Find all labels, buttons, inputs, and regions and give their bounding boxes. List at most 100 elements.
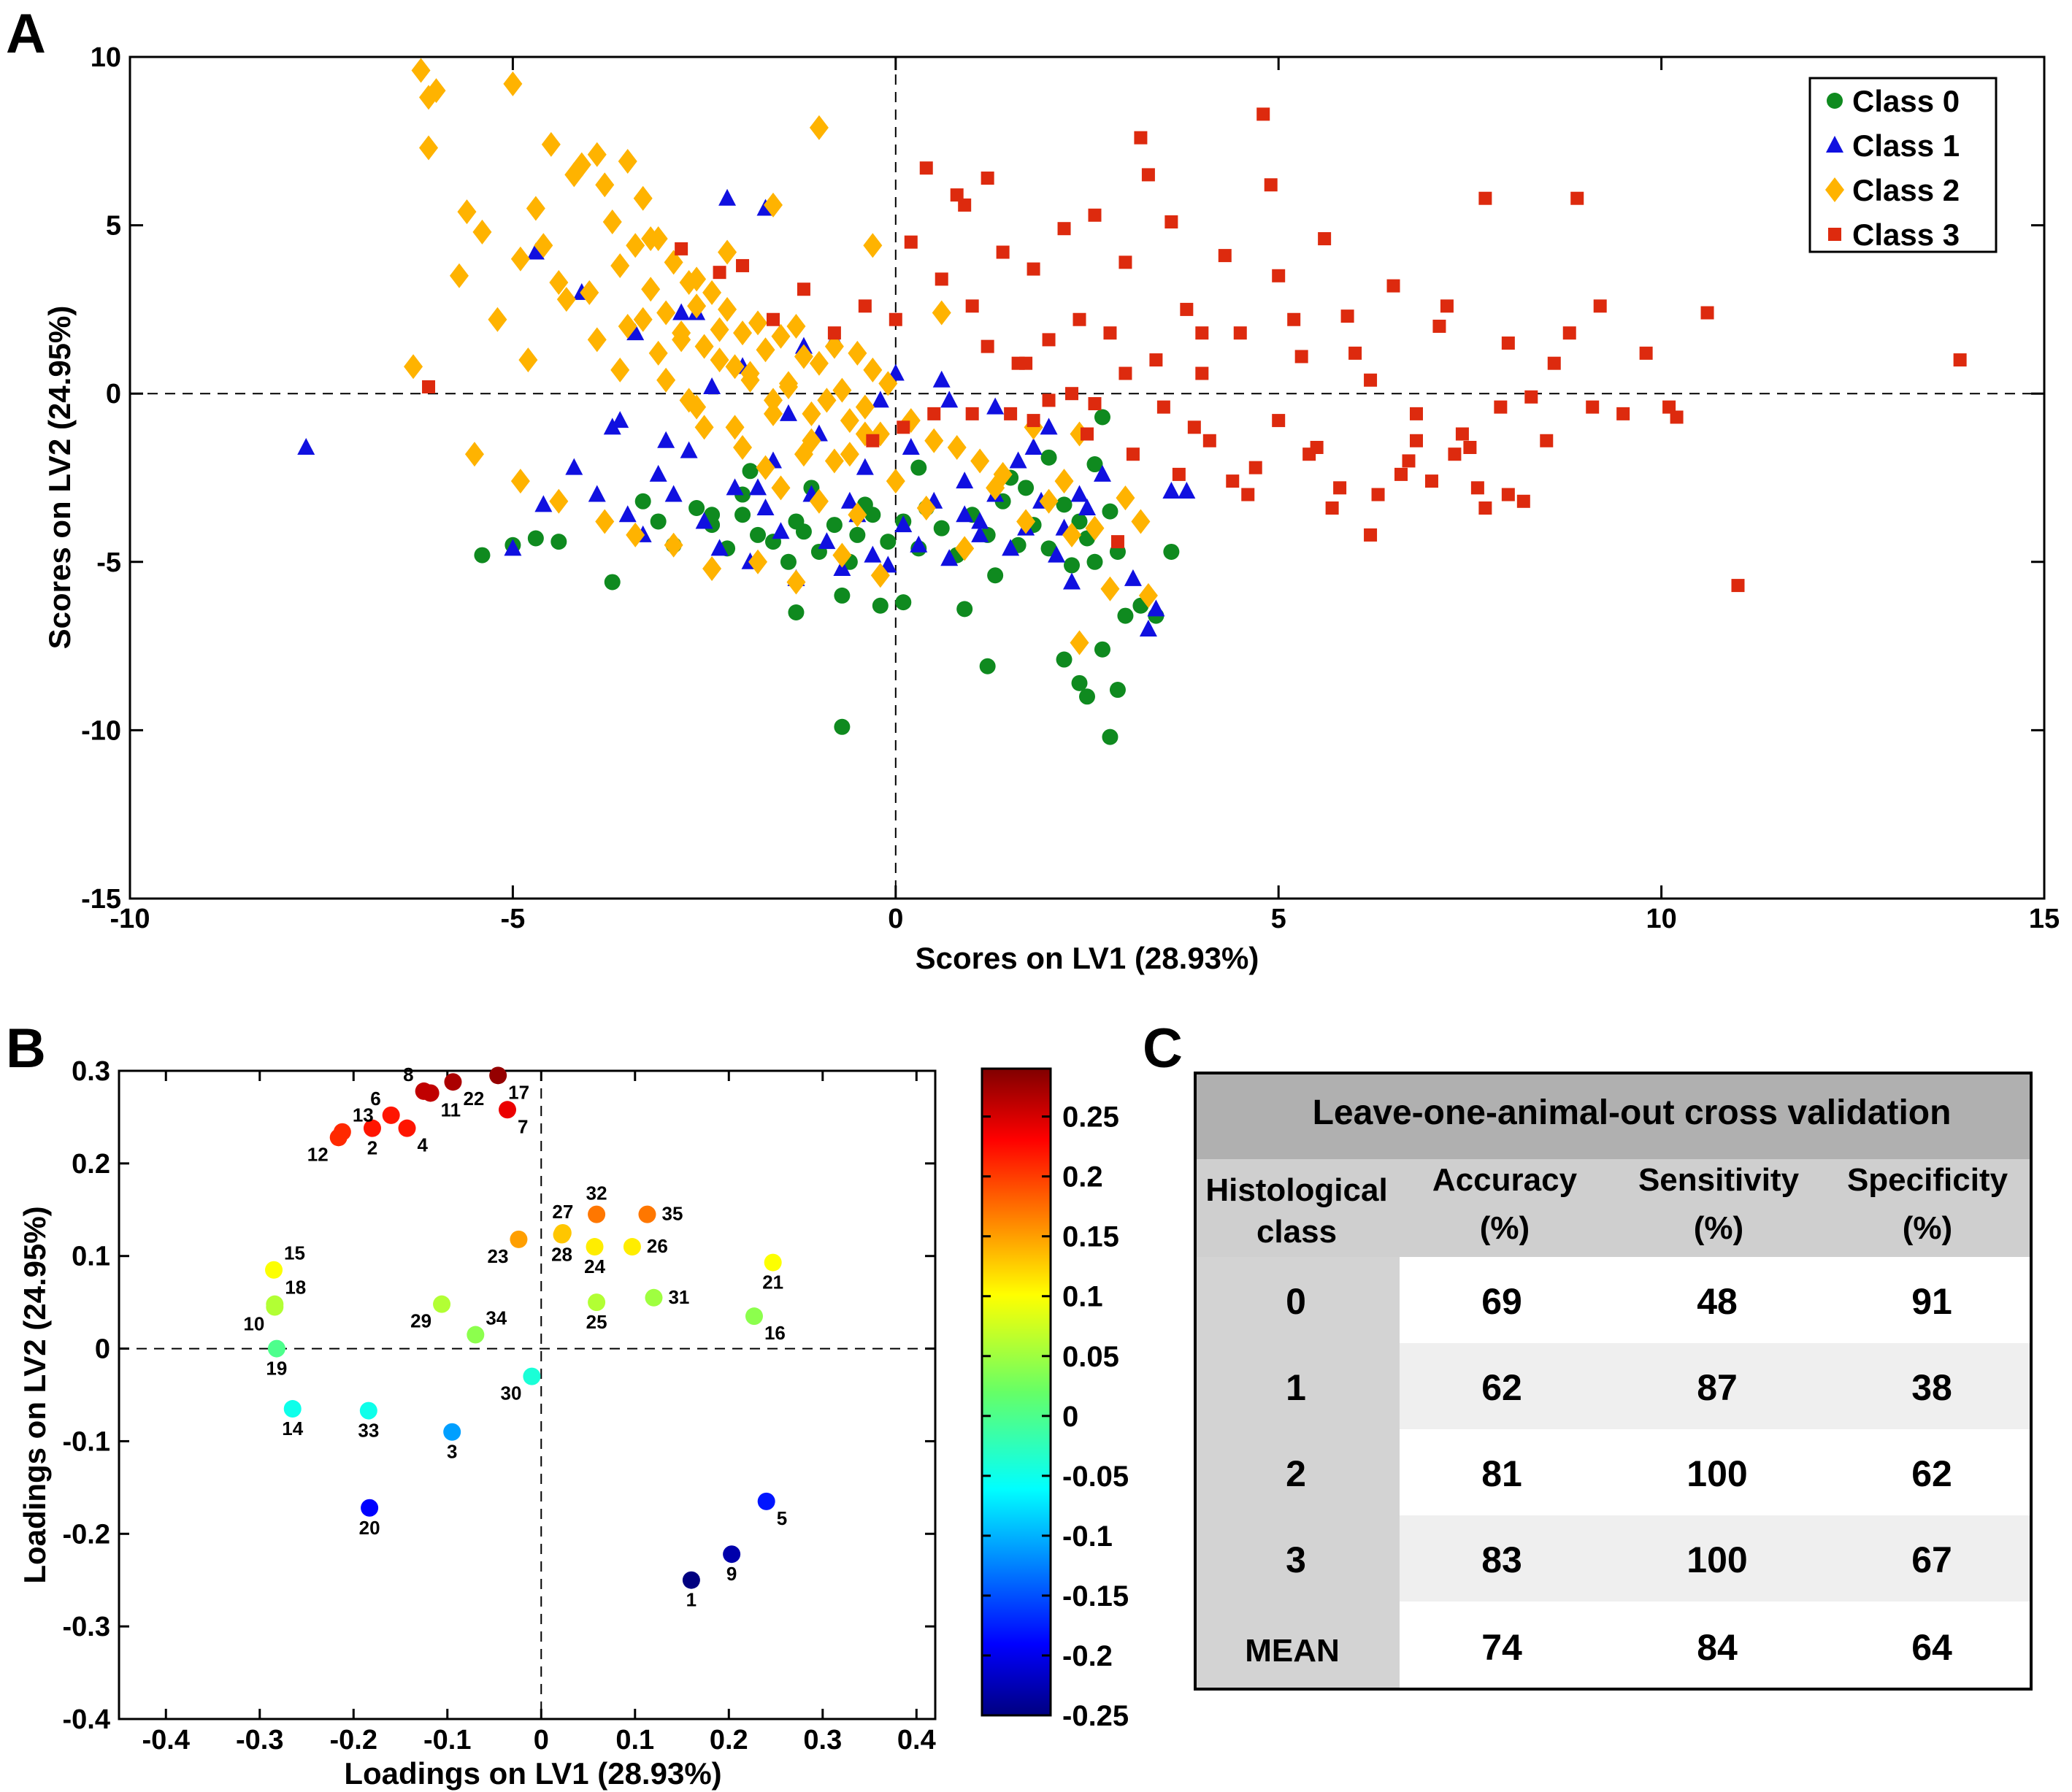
loading-point-19 (267, 1339, 285, 1358)
loading-point-9 (723, 1545, 741, 1564)
class-1-point (526, 242, 545, 260)
class-3-point (950, 188, 964, 202)
class-3-point (866, 434, 880, 447)
class-2-point (794, 442, 813, 467)
class-1-point (664, 485, 683, 502)
class-1-point (718, 188, 737, 206)
class-2-point (718, 239, 737, 265)
row-3-class: 3 (1286, 1539, 1306, 1580)
class-2-point (656, 300, 676, 326)
class-2-point (740, 361, 760, 386)
loading-point-33 (359, 1401, 377, 1420)
loading-point-label-15: 15 (284, 1242, 305, 1264)
class-3-point (1424, 474, 1438, 488)
class-1-point (971, 512, 989, 529)
class-0-point (956, 601, 973, 618)
loadings-y-tick-label: -0.1 (63, 1426, 110, 1457)
class-0-point (1040, 449, 1057, 466)
class-3-point (1409, 434, 1423, 447)
class-0-point (834, 587, 851, 604)
class-2-point (725, 415, 745, 440)
scores-y-tick-label: 0 (106, 379, 121, 409)
class-3-point (1294, 350, 1308, 364)
class-3-point (1639, 346, 1653, 360)
loading-point-30 (523, 1367, 541, 1385)
class-1-point (297, 437, 315, 455)
class-3-point (1348, 346, 1362, 360)
class-1-point (710, 539, 729, 556)
class-2-point (718, 296, 737, 322)
class-2-point (786, 569, 806, 595)
class-3-point (797, 282, 810, 296)
class-2-point (694, 415, 714, 440)
class-3-point (1731, 579, 1745, 593)
loading-point-label-22: 22 (463, 1088, 484, 1110)
class-2-point (870, 563, 890, 588)
class-0-point (750, 526, 767, 543)
row-mean-class: MEAN (1245, 1633, 1340, 1669)
class-2-point (656, 367, 676, 393)
class-2-point (1062, 522, 1082, 547)
class-2-point (809, 488, 829, 514)
colorbar-tick-label: 0.1 (1062, 1281, 1103, 1313)
colorbar-tick-label: 0.05 (1062, 1341, 1119, 1373)
table-title: Leave-one-animal-out cross validation (1313, 1093, 1952, 1132)
loading-point-label-35: 35 (661, 1203, 683, 1225)
table-row-1-bg (1400, 1343, 2031, 1429)
cross-validation-table: Leave-one-animal-out cross validation Hi… (1194, 1072, 2033, 1691)
loadings-y-tick-label: -0.2 (63, 1519, 110, 1550)
class-2-point (832, 542, 852, 568)
colorbar-tick-label: -0.2 (1062, 1640, 1113, 1672)
class-0-point (1109, 682, 1126, 699)
class-3-point (1448, 447, 1462, 461)
loading-point-1 (682, 1571, 700, 1589)
class-0-point (1102, 728, 1119, 745)
class-2-point (778, 374, 798, 399)
class-3-point (1540, 434, 1554, 447)
loadings-y-tick-label: 0.3 (72, 1056, 110, 1087)
class-1-point (672, 303, 691, 320)
class-2-point (687, 266, 707, 292)
loadings-x-tick-label: 0.3 (803, 1725, 842, 1756)
scores-y-tick-label: -5 (96, 547, 121, 578)
class-2-point (404, 354, 423, 380)
loading-point-28 (553, 1226, 571, 1244)
class-3-point (1110, 535, 1124, 549)
class-3-point (1501, 337, 1515, 350)
class-2-point (587, 327, 607, 353)
class-2-point (840, 408, 859, 434)
class-3-point (1119, 255, 1132, 269)
loading-point-16 (745, 1307, 763, 1326)
class-1-point (618, 505, 637, 523)
loading-point-13 (333, 1123, 351, 1141)
class-3-point (958, 198, 972, 212)
class-2-point (541, 131, 561, 157)
loading-point-17 (489, 1066, 507, 1085)
class-3-point (1272, 269, 1286, 282)
scores-x-tick-label: 10 (1646, 904, 1676, 934)
class-2-point (503, 71, 523, 96)
class-3-point (1195, 326, 1209, 340)
class-2-point (824, 334, 844, 359)
table-row-3-bg (1400, 1515, 2031, 1601)
class-2-point (886, 469, 905, 494)
loading-point-label-21: 21 (762, 1272, 783, 1293)
class-3-point (1248, 461, 1262, 474)
scores-x-tick-label: -5 (501, 904, 526, 934)
class-3-point (1616, 407, 1630, 420)
class-2-point (840, 442, 859, 467)
colorbar-tick-label: -0.25 (1062, 1700, 1129, 1732)
class-3-point (1065, 387, 1079, 401)
class-1-point (1139, 620, 1157, 637)
loadings-x-tick-label: -0.3 (236, 1725, 283, 1756)
colorbar-tick-label: 0 (1062, 1401, 1078, 1433)
class-1-point (932, 370, 951, 388)
class-3-point (919, 161, 933, 175)
class-1-point (772, 522, 790, 539)
scores-y-tick-label: -10 (81, 715, 121, 746)
class-1-point (756, 499, 775, 516)
class-2-point (756, 455, 775, 480)
class-3-point (1463, 440, 1477, 454)
class-3-point (1042, 393, 1056, 407)
class-2-point (702, 280, 722, 305)
